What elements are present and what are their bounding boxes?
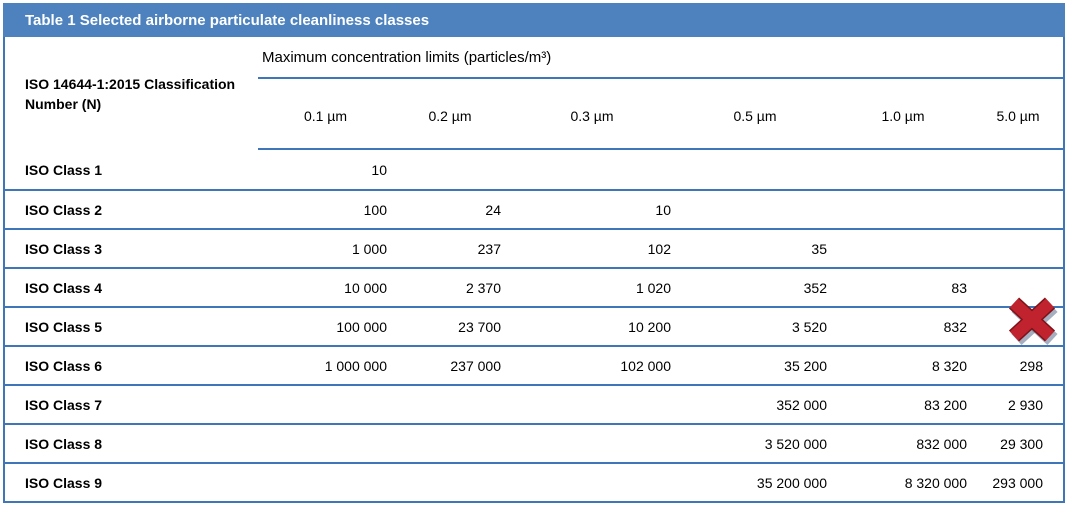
row-label: ISO Class 1	[25, 161, 103, 178]
table-row: ISO Class 6 1 000 000 237 000 102 000 35…	[5, 345, 1063, 384]
value-cell: 352 000	[776, 396, 827, 413]
table-row: ISO Class 1 10	[5, 150, 1063, 189]
value-cell: 10	[655, 201, 671, 218]
row-label: ISO Class 5	[25, 318, 103, 335]
value-cell: 293 000	[992, 474, 1043, 491]
table-row: ISO Class 3 1 000 237 102 35	[5, 228, 1063, 267]
row-label: ISO Class 2	[25, 201, 103, 218]
value-cell: 3 520	[791, 318, 827, 335]
value-cell: 832 000	[916, 435, 967, 452]
size-column-header-0-5um: 0.5 µm	[733, 107, 777, 124]
table-header: ISO 14644-1:2015 Classification Number (…	[5, 37, 1063, 150]
size-column-header-1-0um: 1.0 µm	[881, 107, 925, 124]
size-column-header-0-1um: 0.1 µm	[303, 107, 348, 124]
value-cell: 3 520 000	[764, 435, 827, 452]
table-row: ISO Class 2 100 24 10	[5, 189, 1063, 228]
value-cell: 1 000 000	[324, 357, 387, 374]
value-cell: 352	[803, 279, 827, 296]
value-cell: 298	[1019, 357, 1043, 374]
red-x-icon	[1008, 297, 1058, 346]
table-row: ISO Class 5 100 000 23 700 10 200 3 520 …	[5, 306, 1063, 345]
max-concentration-header: Maximum concentration limits (particles/…	[258, 37, 1063, 79]
row-label: ISO Class 6	[25, 357, 103, 374]
value-cell: 237 000	[450, 357, 501, 374]
value-cell: 10	[371, 161, 387, 178]
size-column-header-5-0um: 5.0 µm	[996, 107, 1040, 124]
value-cell: 35	[811, 240, 827, 257]
table-row: ISO Class 7 352 000 83 200 2 930	[5, 384, 1063, 423]
particle-size-header-row: 0.1 µm 0.2 µm 0.3 µm 0.5 µm 1.0 µm 5.0 µ…	[258, 79, 1063, 150]
value-cell: 35 200 000	[756, 474, 827, 491]
table-title-bar: Table 1 Selected airborne particulate cl…	[3, 3, 1065, 37]
row-label: ISO Class 3	[25, 240, 103, 257]
size-column-header-0-2um: 0.2 µm	[428, 107, 472, 124]
table-row: ISO Class 8 3 520 000 832 000 29 300	[5, 423, 1063, 462]
row-label: ISO Class 7	[25, 396, 103, 413]
value-cell: 1 000	[351, 240, 387, 257]
value-cell: 100 000	[336, 318, 387, 335]
value-cell: 102 000	[620, 357, 671, 374]
table-row: ISO Class 4 10 000 2 370 1 020 352 83	[5, 267, 1063, 306]
value-cell: 10 200	[628, 318, 671, 335]
row-label: ISO Class 8	[25, 435, 103, 452]
value-cell: 83 200	[924, 396, 967, 413]
value-cell: 23 700	[458, 318, 501, 335]
value-cell: 8 320 000	[904, 474, 967, 491]
table-title: Table 1 Selected airborne particulate cl…	[25, 11, 430, 29]
value-cell: 10 000	[344, 279, 387, 296]
row-label: ISO Class 4	[25, 279, 103, 296]
value-cell: 100	[363, 201, 387, 218]
cleanliness-table: ISO 14644-1:2015 Classification Number (…	[3, 37, 1065, 503]
value-cell: 29 300	[1000, 435, 1043, 452]
value-cell: 2 930	[1007, 396, 1043, 413]
value-cell: 83	[951, 279, 967, 296]
value-cell: 8 320	[931, 357, 967, 374]
value-cell: 102	[647, 240, 671, 257]
row-label: ISO Class 9	[25, 474, 103, 491]
concentration-header-area: Maximum concentration limits (particles/…	[258, 37, 1063, 150]
table-rows: ISO Class 1 10 ISO Class 2 100 24 10 ISO…	[5, 150, 1063, 501]
value-cell: 35 200	[784, 357, 827, 374]
value-cell: 1 020	[635, 279, 671, 296]
size-column-header-0-3um: 0.3 µm	[570, 107, 614, 124]
classification-number-header: ISO 14644-1:2015 Classification Number (…	[25, 75, 236, 112]
value-cell: 24	[485, 201, 501, 218]
value-cell: 237	[477, 240, 501, 257]
table-panel: Table 1 Selected airborne particulate cl…	[3, 3, 1065, 503]
table-row: ISO Class 9 35 200 000 8 320 000 293 000	[5, 462, 1063, 501]
value-cell: 2 370	[465, 279, 501, 296]
value-cell: 832	[943, 318, 967, 335]
